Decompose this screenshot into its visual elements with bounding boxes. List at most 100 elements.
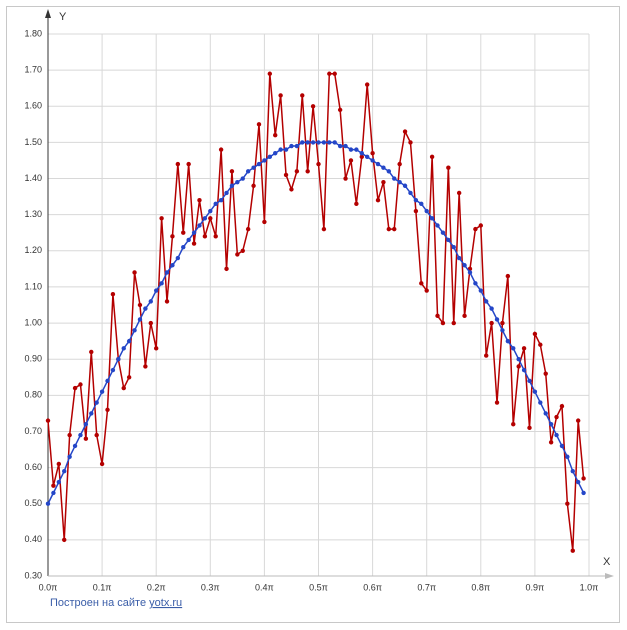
data-point (375, 161, 381, 167)
data-point (256, 161, 262, 167)
data-point (278, 147, 283, 152)
data-point (186, 237, 191, 243)
data-point (554, 414, 559, 420)
data-point (132, 328, 137, 333)
data-point (337, 107, 343, 113)
x-tick-label: 0.7π (417, 582, 436, 592)
data-point (381, 165, 386, 170)
data-point (521, 367, 527, 373)
data-point (62, 537, 67, 543)
data-point (305, 169, 310, 174)
data-point (126, 375, 132, 380)
x-arrow (605, 573, 614, 579)
data-point (381, 179, 386, 185)
data-point (424, 208, 429, 214)
data-point (72, 385, 78, 391)
data-point (451, 244, 456, 250)
data-point (543, 371, 548, 376)
data-point (235, 252, 240, 257)
y-tick-label: 1.50 (24, 137, 42, 147)
data-point (229, 169, 235, 174)
data-point (267, 71, 273, 76)
data-point (310, 104, 316, 109)
data-point (370, 158, 375, 163)
data-point (154, 288, 159, 293)
data-point (116, 357, 121, 362)
data-point (51, 483, 56, 488)
data-point (181, 244, 186, 250)
data-point (110, 367, 116, 373)
data-point (327, 140, 332, 145)
data-point (359, 154, 364, 160)
y-tick-label: 1.60 (24, 101, 42, 111)
data-point (289, 143, 294, 149)
data-point (175, 255, 181, 261)
data-point (83, 436, 89, 441)
data-point (489, 320, 494, 326)
data-point (321, 226, 327, 232)
data-point (78, 432, 83, 438)
series-line (47, 141, 585, 505)
data-point (532, 331, 538, 337)
y-tick-label: 1.10 (24, 281, 42, 291)
data-point (51, 490, 56, 496)
y-tick-label: 0.90 (24, 354, 42, 364)
data-point (137, 302, 143, 308)
data-point (273, 132, 278, 138)
data-point (251, 165, 256, 170)
data-point (397, 161, 402, 167)
data-point (446, 165, 451, 170)
data-point (164, 270, 170, 275)
data-point (262, 219, 267, 225)
data-point (240, 176, 245, 181)
data-point (213, 201, 218, 207)
data-point (148, 320, 153, 326)
data-point (456, 255, 462, 261)
data-point (570, 469, 575, 474)
data-point (202, 234, 208, 239)
data-point (581, 490, 586, 496)
data-point (467, 270, 473, 275)
x-tick-label: 0.5π (309, 582, 328, 592)
data-point (456, 190, 462, 196)
data-point (154, 346, 159, 351)
data-point (500, 320, 505, 326)
footer-link[interactable]: yotx.ru (149, 597, 182, 609)
data-point (484, 299, 489, 304)
data-point (305, 140, 310, 145)
y-axis-label: Y (59, 11, 67, 23)
data-point (121, 385, 126, 391)
data-point (159, 281, 164, 286)
data-point (429, 154, 435, 160)
data-point (484, 353, 489, 358)
data-point (408, 140, 413, 145)
data-point (354, 147, 359, 152)
data-point (191, 230, 197, 235)
data-point (408, 190, 413, 196)
data-point (94, 432, 99, 438)
data-point (245, 226, 251, 232)
data-point (435, 223, 440, 228)
data-point (300, 93, 305, 98)
x-tick-label: 0.4π (255, 582, 274, 592)
data-point (419, 281, 424, 286)
data-point (581, 476, 586, 481)
data-point (45, 418, 51, 423)
data-point (575, 479, 581, 485)
data-point (105, 407, 110, 412)
y-tick-label: 0.50 (24, 498, 42, 508)
data-point (67, 454, 72, 459)
data-point (229, 183, 235, 188)
data-point (511, 422, 516, 427)
data-point (213, 234, 218, 239)
data-point (516, 357, 521, 362)
data-point (208, 208, 213, 214)
data-point (218, 198, 224, 203)
data-point (505, 273, 511, 279)
data-point (62, 469, 67, 474)
data-point (527, 425, 532, 431)
data-point (435, 313, 440, 319)
data-point (538, 400, 543, 405)
data-point (559, 443, 565, 449)
data-point (294, 169, 300, 174)
